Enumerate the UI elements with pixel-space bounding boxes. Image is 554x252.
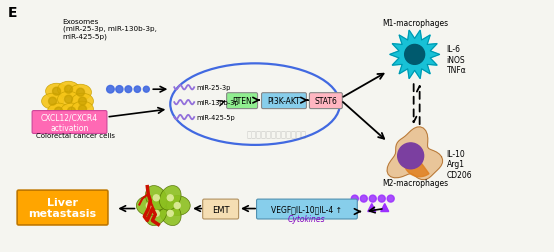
Circle shape [68, 108, 75, 116]
Circle shape [64, 86, 73, 94]
Circle shape [116, 86, 123, 93]
Circle shape [146, 203, 152, 209]
FancyBboxPatch shape [227, 93, 258, 109]
Circle shape [398, 143, 424, 169]
Ellipse shape [146, 186, 167, 210]
Polygon shape [387, 127, 443, 180]
Text: Cytokines: Cytokines [288, 215, 326, 224]
Ellipse shape [71, 94, 94, 110]
Polygon shape [368, 204, 376, 212]
Text: M1-macrophages: M1-macrophages [383, 18, 449, 27]
Circle shape [153, 195, 160, 201]
FancyBboxPatch shape [32, 111, 107, 134]
Ellipse shape [42, 94, 64, 110]
Polygon shape [404, 148, 429, 177]
Circle shape [54, 108, 63, 116]
Polygon shape [381, 204, 389, 212]
Ellipse shape [165, 196, 190, 216]
Text: STAT6: STAT6 [315, 97, 337, 106]
Text: Colorectal cancer cells: Colorectal cancer cells [35, 132, 115, 138]
Text: PTEN: PTEN [232, 97, 252, 106]
Ellipse shape [48, 104, 69, 119]
Circle shape [79, 98, 86, 106]
Polygon shape [389, 31, 439, 79]
Text: IL-10
Arg1
CD206: IL-10 Arg1 CD206 [447, 149, 472, 179]
Circle shape [143, 87, 150, 93]
Ellipse shape [69, 85, 91, 101]
Text: miR-25-3p: miR-25-3p [196, 85, 230, 91]
Circle shape [125, 86, 132, 93]
Circle shape [378, 195, 385, 202]
Text: miR-425-5p: miR-425-5p [196, 115, 235, 120]
Ellipse shape [136, 196, 162, 216]
Ellipse shape [45, 84, 68, 100]
Circle shape [351, 195, 358, 202]
Circle shape [153, 210, 160, 216]
FancyBboxPatch shape [257, 199, 357, 219]
Ellipse shape [160, 186, 181, 210]
Circle shape [167, 195, 173, 201]
FancyBboxPatch shape [203, 199, 239, 219]
Circle shape [167, 210, 173, 216]
Circle shape [76, 89, 84, 97]
Circle shape [175, 203, 180, 209]
FancyBboxPatch shape [261, 93, 306, 109]
Circle shape [106, 86, 114, 93]
Text: EMT: EMT [212, 205, 229, 214]
Text: M2-macrophages: M2-macrophages [383, 178, 449, 187]
Ellipse shape [146, 201, 167, 226]
Circle shape [79, 106, 86, 114]
Ellipse shape [60, 104, 83, 119]
Ellipse shape [160, 201, 181, 226]
Circle shape [49, 98, 57, 106]
Circle shape [404, 45, 424, 65]
Text: Exosomes
(miR-25-3p, miR-130b-3p,
miR-425-5p): Exosomes (miR-25-3p, miR-130b-3p, miR-42… [63, 19, 156, 40]
Text: VEGF、IL-10、IL-4 ↑: VEGF、IL-10、IL-4 ↑ [271, 205, 342, 214]
Ellipse shape [71, 102, 94, 118]
Ellipse shape [58, 82, 79, 98]
Circle shape [134, 87, 141, 93]
Circle shape [360, 195, 367, 202]
Text: IL-6
iNOS
TNFα: IL-6 iNOS TNFα [447, 45, 466, 75]
Ellipse shape [58, 92, 79, 108]
Text: CXCL12/CXCR4
activation: CXCL12/CXCR4 activation [41, 113, 98, 132]
FancyBboxPatch shape [310, 93, 342, 109]
Text: PI3K-AKT: PI3K-AKT [268, 97, 300, 106]
Text: Liver
metastasis: Liver metastasis [28, 197, 96, 218]
Circle shape [370, 195, 376, 202]
Text: 深圳柯徒生物科技有限公司: 深圳柯徒生物科技有限公司 [247, 130, 307, 139]
Text: E: E [8, 6, 17, 19]
FancyBboxPatch shape [17, 191, 108, 225]
Circle shape [53, 88, 60, 96]
Text: miR-130b-3p: miR-130b-3p [196, 100, 239, 106]
Circle shape [387, 195, 394, 202]
Circle shape [64, 96, 73, 104]
